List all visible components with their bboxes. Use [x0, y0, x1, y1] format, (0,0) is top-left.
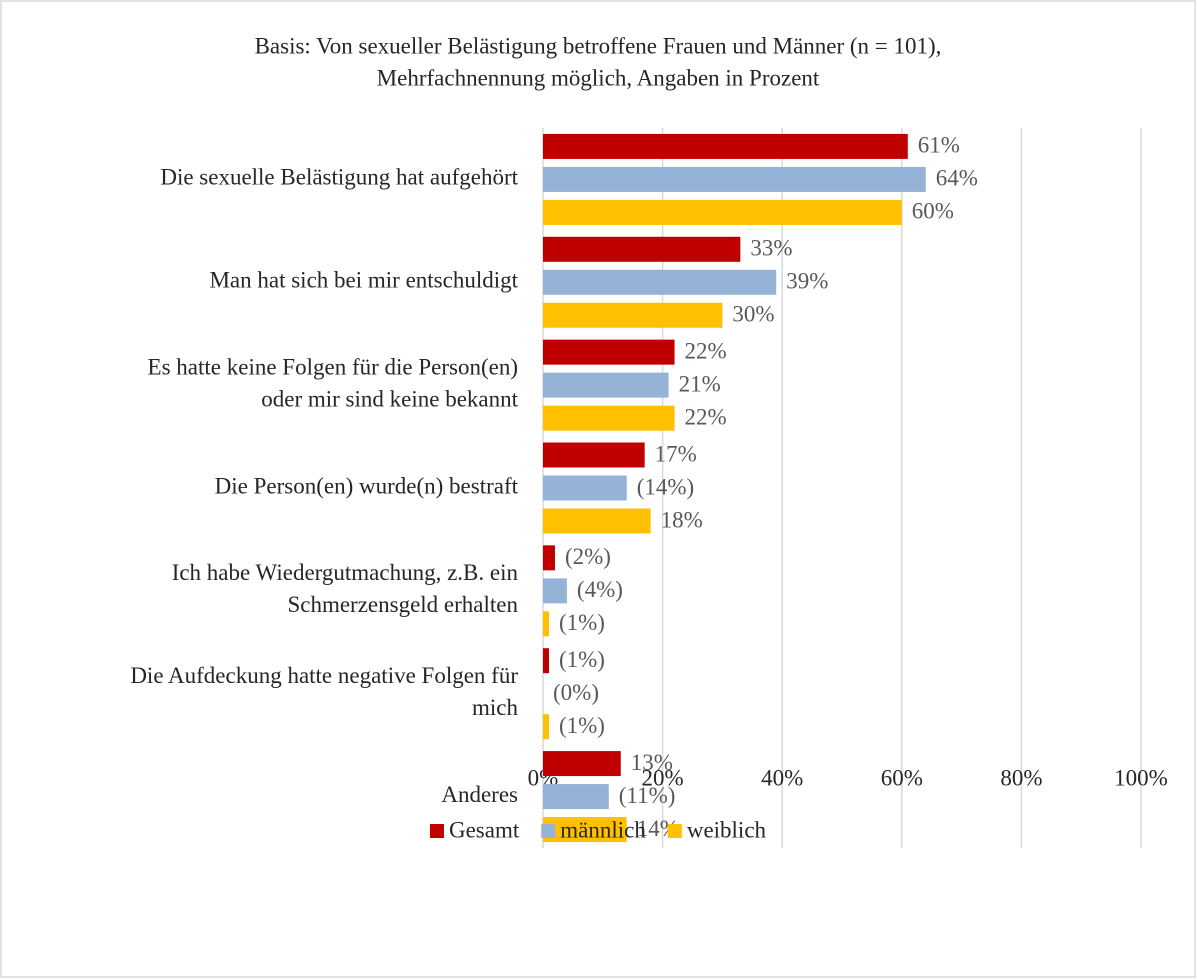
value-label: 33% — [750, 236, 792, 261]
bar — [543, 133, 908, 159]
x-tick-label: 100% — [1114, 765, 1168, 790]
legend-label: Gesamt — [449, 817, 520, 842]
legend-swatch — [429, 824, 444, 838]
bar — [543, 302, 723, 328]
category-label: Anderes — [441, 782, 518, 807]
bar — [543, 751, 621, 777]
bar — [543, 545, 555, 571]
value-label: 64% — [936, 166, 978, 191]
bar — [543, 236, 741, 262]
bar — [543, 269, 777, 295]
x-tick-label: 40% — [761, 765, 803, 790]
value-label: 61% — [918, 133, 960, 158]
legend-label: weiblich — [687, 817, 767, 842]
chart-title: Mehrfachnennung möglich, Angaben in Proz… — [377, 65, 820, 90]
bar — [543, 508, 651, 534]
category-label: Schmerzensgeld erhalten — [287, 592, 518, 617]
bar — [543, 166, 926, 192]
value-label: 60% — [912, 199, 954, 224]
category-label: Es hatte keine Folgen für die Person(en) — [148, 354, 518, 379]
bar — [543, 405, 675, 431]
bar — [543, 442, 645, 468]
value-label: (11%) — [619, 783, 676, 808]
bar — [543, 611, 549, 637]
bar — [543, 475, 627, 501]
value-label: 21% — [679, 371, 721, 396]
value-label: (4%) — [577, 577, 623, 602]
bar — [543, 648, 549, 674]
legend-label: männlich — [560, 817, 646, 842]
category-label: Die sexuelle Belästigung hat aufgehört — [160, 165, 518, 190]
value-label: 17% — [655, 441, 697, 466]
legend-swatch — [541, 824, 556, 838]
value-label: (2%) — [565, 544, 611, 569]
bar — [543, 714, 549, 740]
value-label: (0%) — [553, 680, 599, 705]
chart-title: Basis: Von sexueller Belästigung betroff… — [255, 33, 942, 58]
value-label: 39% — [786, 269, 828, 294]
value-label: (1%) — [559, 647, 605, 672]
category-label: Die Aufdeckung hatte negative Folgen für — [130, 663, 518, 688]
value-label: (1%) — [559, 713, 605, 738]
value-label: (1%) — [559, 610, 605, 635]
bar — [543, 339, 675, 365]
category-label: oder mir sind keine bekannt — [261, 386, 518, 411]
bar — [543, 578, 567, 604]
x-tick-label: 80% — [1000, 765, 1042, 790]
value-label: 22% — [685, 404, 727, 429]
value-label: 22% — [685, 338, 727, 363]
value-label: (14%) — [637, 474, 694, 499]
category-label: Man hat sich bei mir entschuldigt — [209, 268, 518, 293]
value-label: 13% — [631, 750, 673, 775]
category-label: mich — [472, 695, 518, 720]
x-tick-label: 20% — [642, 765, 684, 790]
legend-swatch — [667, 824, 682, 838]
category-label: Ich habe Wiedergutmachung, z.B. ein — [172, 560, 519, 585]
x-tick-label: 60% — [881, 765, 923, 790]
value-label: 30% — [732, 302, 774, 327]
bar — [543, 199, 902, 225]
bar — [543, 372, 669, 398]
category-label: Die Person(en) wurde(n) bestraft — [215, 473, 519, 498]
bar — [543, 817, 627, 843]
value-label: 18% — [661, 507, 703, 532]
bar — [543, 784, 609, 810]
